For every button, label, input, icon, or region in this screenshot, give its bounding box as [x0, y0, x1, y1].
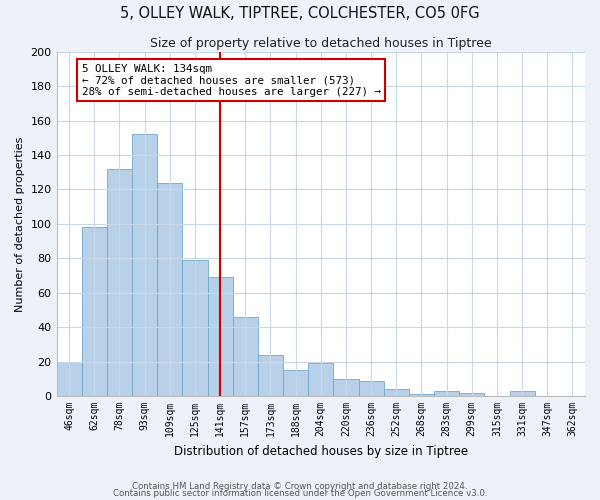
Title: Size of property relative to detached houses in Tiptree: Size of property relative to detached ho… [150, 38, 491, 51]
Bar [258, 354, 283, 396]
Bar [233, 317, 258, 396]
Y-axis label: Number of detached properties: Number of detached properties [15, 136, 25, 312]
Text: Contains HM Land Registry data © Crown copyright and database right 2024.: Contains HM Land Registry data © Crown c… [132, 482, 468, 491]
Bar [434, 391, 459, 396]
Text: Contains public sector information licensed under the Open Government Licence v3: Contains public sector information licen… [113, 490, 487, 498]
Bar [334, 379, 359, 396]
Bar [509, 391, 535, 396]
Bar [208, 277, 233, 396]
Bar [56, 362, 82, 396]
Text: 5 OLLEY WALK: 134sqm
← 72% of detached houses are smaller (573)
28% of semi-deta: 5 OLLEY WALK: 134sqm ← 72% of detached h… [82, 64, 381, 97]
Bar [359, 380, 383, 396]
Bar [82, 228, 107, 396]
X-axis label: Distribution of detached houses by size in Tiptree: Distribution of detached houses by size … [174, 444, 468, 458]
Bar [132, 134, 157, 396]
Bar [383, 389, 409, 396]
Bar [459, 392, 484, 396]
Bar [283, 370, 308, 396]
Bar [107, 169, 132, 396]
Bar [157, 182, 182, 396]
Bar [308, 364, 334, 396]
Bar [409, 394, 434, 396]
Bar [182, 260, 208, 396]
Text: 5, OLLEY WALK, TIPTREE, COLCHESTER, CO5 0FG: 5, OLLEY WALK, TIPTREE, COLCHESTER, CO5 … [120, 6, 480, 20]
